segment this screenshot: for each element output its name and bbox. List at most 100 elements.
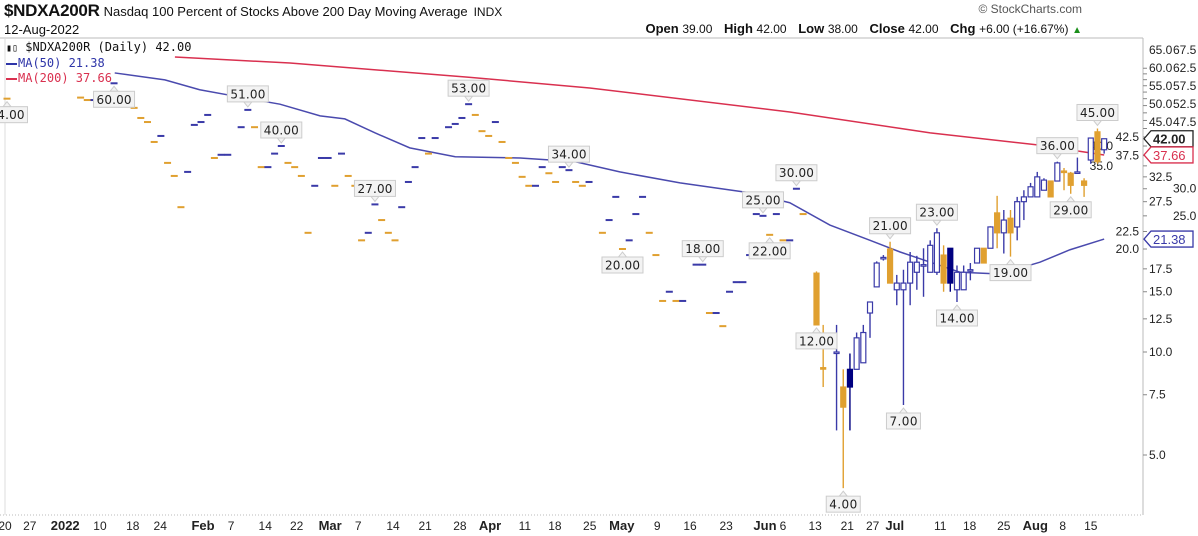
price-bar: [792, 187, 800, 190]
price-bar: [197, 121, 205, 124]
price-bar: [424, 152, 432, 155]
candle: [853, 332, 860, 370]
x-tick-label: 7: [355, 519, 362, 533]
price-bar: [612, 195, 620, 198]
candle-body: [933, 232, 941, 273]
value-callout: 45.00: [1076, 103, 1119, 127]
callout-label: 51.00: [230, 87, 265, 101]
x-tick-label: 21: [418, 519, 432, 533]
y-tick-label: 32.5: [1149, 170, 1173, 184]
y-tick-label: 57.5: [1173, 79, 1197, 93]
candle-body: [1027, 186, 1034, 198]
price-bar: [217, 153, 225, 156]
candle-body: [987, 226, 994, 249]
x-tick-label: 15: [1084, 519, 1098, 533]
price-bar: [384, 231, 392, 234]
value-callout: 19.00: [989, 258, 1032, 282]
price-bar: [578, 184, 586, 187]
candle: [1094, 128, 1101, 164]
price-bar: [491, 121, 499, 124]
value-callout: 20.00: [601, 251, 644, 274]
y-tick-label: 15.0: [1149, 285, 1173, 299]
price-bar: [772, 213, 780, 216]
price-bar: [137, 116, 145, 119]
candle-body: [960, 271, 967, 291]
price-bar: [317, 156, 325, 159]
candle-body: [1067, 172, 1074, 186]
price-bar: [344, 174, 352, 177]
candle: [953, 265, 961, 303]
candle-body: [1094, 131, 1101, 163]
candle: [1060, 167, 1068, 191]
x-tick-label: 25: [997, 519, 1011, 533]
price-bar: [338, 152, 345, 155]
y-tick-label: 55.0: [1149, 79, 1173, 93]
candle-body: [967, 269, 974, 272]
price-bar: [150, 140, 158, 143]
price-badge-box: [1143, 130, 1194, 148]
callout-pointer: [931, 219, 942, 227]
y-tick-label: 45.0: [1149, 115, 1173, 129]
callout-label: 36.00: [1040, 139, 1075, 153]
price-bar: [552, 180, 560, 183]
callout-label: 60.00: [97, 93, 132, 107]
value-callout: 40.00: [260, 121, 303, 144]
callout-label: 12.00: [799, 334, 834, 348]
callout-box: [547, 145, 590, 163]
price-bar: [779, 239, 787, 242]
price-bar: [659, 299, 667, 302]
candle-body: [900, 282, 907, 291]
x-tick-label: 8: [1059, 519, 1066, 533]
callout-box: [989, 264, 1032, 282]
candle: [1054, 161, 1061, 182]
price-bar: [625, 239, 633, 242]
price-bar: [190, 123, 198, 126]
x-tick-label: 28: [453, 519, 467, 533]
candle: [1040, 178, 1048, 191]
price-bar: [331, 184, 339, 187]
candle: [1080, 178, 1088, 197]
price-bar: [485, 134, 493, 137]
price-bar: [565, 169, 573, 172]
callout-box: [915, 203, 958, 221]
price-bar: [304, 231, 312, 234]
x-tick-label: 11: [934, 519, 947, 533]
open-value: 39.00: [682, 22, 713, 36]
price-bar: [411, 166, 419, 169]
x-tick-label: Jun: [753, 518, 776, 533]
callout-pointer: [757, 207, 769, 214]
candle-body: [1034, 176, 1041, 198]
candle-body: [980, 247, 987, 264]
candle: [813, 271, 820, 326]
price-bar: [143, 121, 151, 124]
open-label: Open: [645, 21, 679, 36]
x-tick-label: 22: [290, 519, 304, 533]
candle-icon: ▮▯: [6, 43, 19, 54]
callout-pointer: [1, 100, 13, 108]
price-bar: [465, 103, 473, 106]
x-tick-label: Jul: [885, 518, 904, 533]
callout-box: [260, 121, 303, 139]
callout-pointer: [108, 85, 120, 92]
candle: [1047, 180, 1054, 198]
price-bar: [3, 97, 11, 100]
price-bar: [378, 219, 386, 222]
x-tick-label: 27: [23, 519, 37, 533]
callout-pointer: [563, 161, 575, 168]
price-bar: [692, 263, 700, 266]
copyright[interactable]: © StockCharts.com: [978, 2, 1082, 16]
price-bar: [538, 166, 546, 169]
price-bar: [759, 214, 767, 217]
price-bar: [498, 140, 506, 143]
price-bar: [672, 299, 680, 302]
value-callout: 14.00: [935, 304, 978, 327]
price-bar: [264, 166, 272, 169]
callout-label: 21.00: [873, 219, 908, 233]
price-bar: [525, 184, 533, 187]
callout-box: [353, 179, 396, 197]
candle-body: [947, 247, 954, 284]
callout-label: 40.00: [264, 123, 299, 137]
price-bar: [404, 180, 412, 183]
price-badge-label: 21.38: [1153, 232, 1186, 247]
